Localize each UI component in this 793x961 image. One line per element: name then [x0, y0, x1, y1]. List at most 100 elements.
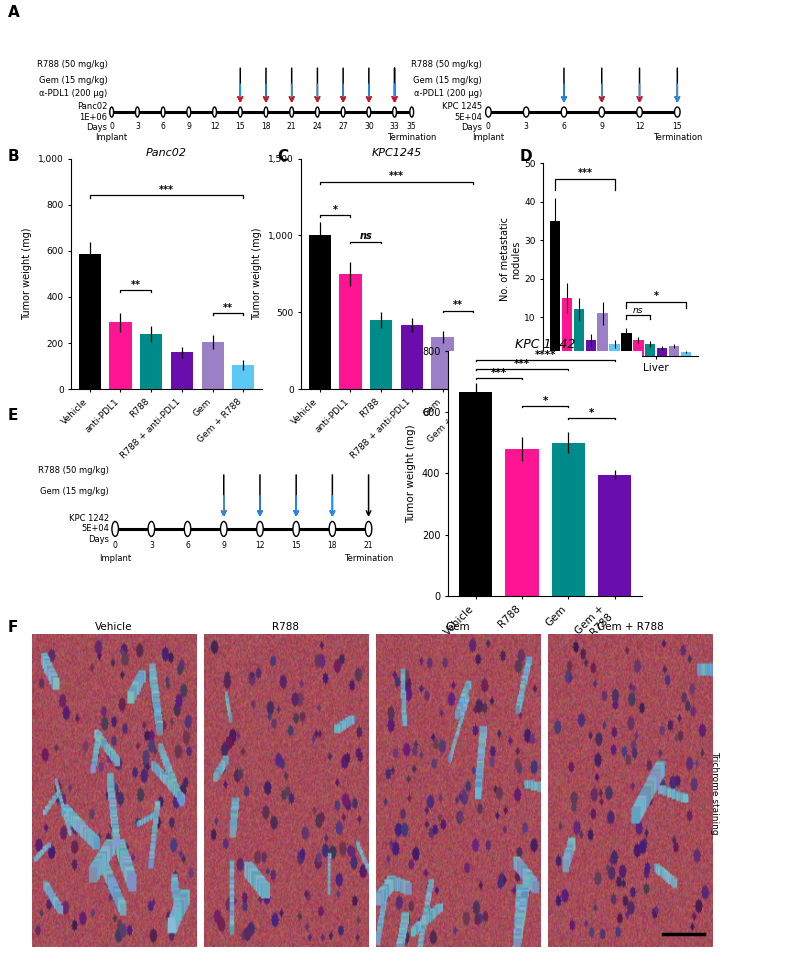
Text: KPC 1245
5E+04: KPC 1245 5E+04 — [442, 102, 482, 122]
Text: Gem (15 mg/kg): Gem (15 mg/kg) — [39, 76, 107, 85]
Bar — [680, 352, 691, 356]
Text: ***: *** — [577, 168, 592, 178]
Text: 3: 3 — [135, 122, 140, 132]
Y-axis label: Tumor weight (mg): Tumor weight (mg) — [252, 228, 262, 320]
Text: ns: ns — [633, 306, 644, 315]
Text: *: * — [332, 205, 338, 215]
Circle shape — [485, 107, 491, 117]
Text: Termination: Termination — [653, 133, 702, 141]
Text: 18: 18 — [261, 122, 270, 132]
Circle shape — [213, 107, 216, 117]
Text: ***: *** — [389, 171, 404, 182]
Circle shape — [675, 107, 680, 117]
Text: 27: 27 — [339, 122, 348, 132]
Text: *: * — [542, 396, 548, 406]
Text: C: C — [278, 149, 289, 164]
Text: Days: Days — [86, 123, 107, 132]
Text: R788 (50 mg/kg): R788 (50 mg/kg) — [412, 60, 482, 69]
Bar — [657, 348, 668, 356]
Title: Gem: Gem — [446, 622, 470, 632]
Text: F: F — [8, 620, 18, 635]
Y-axis label: No. of metastatic
nodules: No. of metastatic nodules — [500, 217, 521, 302]
Bar — [431, 337, 454, 389]
Text: 35: 35 — [407, 122, 416, 132]
Circle shape — [410, 107, 414, 117]
Text: ****: **** — [534, 350, 556, 359]
Bar — [621, 333, 632, 356]
Bar — [232, 365, 255, 389]
Circle shape — [316, 107, 320, 117]
Text: B: B — [8, 149, 20, 164]
Bar — [308, 235, 331, 389]
Bar — [339, 274, 362, 389]
Circle shape — [561, 107, 567, 117]
Text: 0: 0 — [109, 122, 114, 132]
Circle shape — [264, 107, 268, 117]
Text: ***: *** — [159, 185, 174, 195]
Bar — [550, 221, 561, 356]
Bar — [459, 392, 492, 596]
Y-axis label: Tumor weight (mg): Tumor weight (mg) — [406, 424, 416, 523]
Bar — [79, 255, 101, 389]
Circle shape — [341, 107, 345, 117]
Circle shape — [161, 107, 165, 117]
Text: 30: 30 — [364, 122, 374, 132]
Circle shape — [366, 522, 372, 536]
Text: E: E — [8, 408, 18, 424]
Bar — [552, 443, 585, 596]
Text: 0: 0 — [113, 541, 117, 551]
Text: ***: *** — [491, 368, 507, 378]
Text: *: * — [653, 291, 659, 302]
Bar — [170, 353, 193, 389]
Title: Vehicle: Vehicle — [95, 622, 132, 632]
Text: R788 (50 mg/kg): R788 (50 mg/kg) — [38, 466, 109, 475]
Text: 33: 33 — [389, 122, 400, 132]
Circle shape — [293, 522, 300, 536]
Title: R788: R788 — [272, 622, 300, 632]
Text: *: * — [588, 407, 594, 418]
Title: Gem + R788: Gem + R788 — [596, 622, 664, 632]
Text: 12: 12 — [210, 122, 220, 132]
Circle shape — [367, 107, 371, 117]
Circle shape — [599, 107, 604, 117]
Text: Panc02
1E+06: Panc02 1E+06 — [77, 102, 107, 122]
Title: KPC 1242: KPC 1242 — [515, 337, 576, 351]
Text: 15: 15 — [291, 541, 301, 551]
Bar — [400, 325, 423, 389]
Circle shape — [184, 522, 191, 536]
Text: 9: 9 — [600, 122, 604, 132]
Circle shape — [109, 107, 113, 117]
Text: R788 (50 mg/kg): R788 (50 mg/kg) — [36, 60, 107, 69]
Circle shape — [393, 107, 396, 117]
Text: 18: 18 — [328, 541, 337, 551]
Circle shape — [220, 522, 227, 536]
Text: 3: 3 — [149, 541, 154, 551]
Bar — [645, 344, 656, 356]
Bar — [668, 346, 680, 356]
Y-axis label: Tumor weight (mg): Tumor weight (mg) — [22, 228, 33, 320]
Title: KPC1245: KPC1245 — [371, 148, 422, 158]
Bar — [462, 377, 485, 389]
Text: ***: *** — [514, 358, 531, 369]
Text: Trichrome staining: Trichrome staining — [710, 751, 718, 835]
Text: 6: 6 — [561, 122, 566, 132]
Text: 21: 21 — [287, 122, 297, 132]
Text: 12: 12 — [255, 541, 265, 551]
Circle shape — [136, 107, 140, 117]
Text: 6: 6 — [185, 541, 190, 551]
Text: 15: 15 — [672, 122, 682, 132]
Bar — [370, 320, 393, 389]
Text: 24: 24 — [312, 122, 322, 132]
Text: α-PDL1 (200 μg): α-PDL1 (200 μg) — [414, 89, 482, 98]
Bar — [109, 322, 132, 389]
Circle shape — [637, 107, 642, 117]
Bar — [585, 340, 596, 356]
Text: Implant: Implant — [96, 133, 128, 141]
Bar — [201, 342, 224, 389]
Text: **: ** — [453, 301, 463, 310]
Text: Termination: Termination — [344, 554, 393, 563]
Circle shape — [239, 107, 242, 117]
Title: Panc02: Panc02 — [146, 148, 187, 158]
Circle shape — [148, 522, 155, 536]
Circle shape — [257, 522, 263, 536]
